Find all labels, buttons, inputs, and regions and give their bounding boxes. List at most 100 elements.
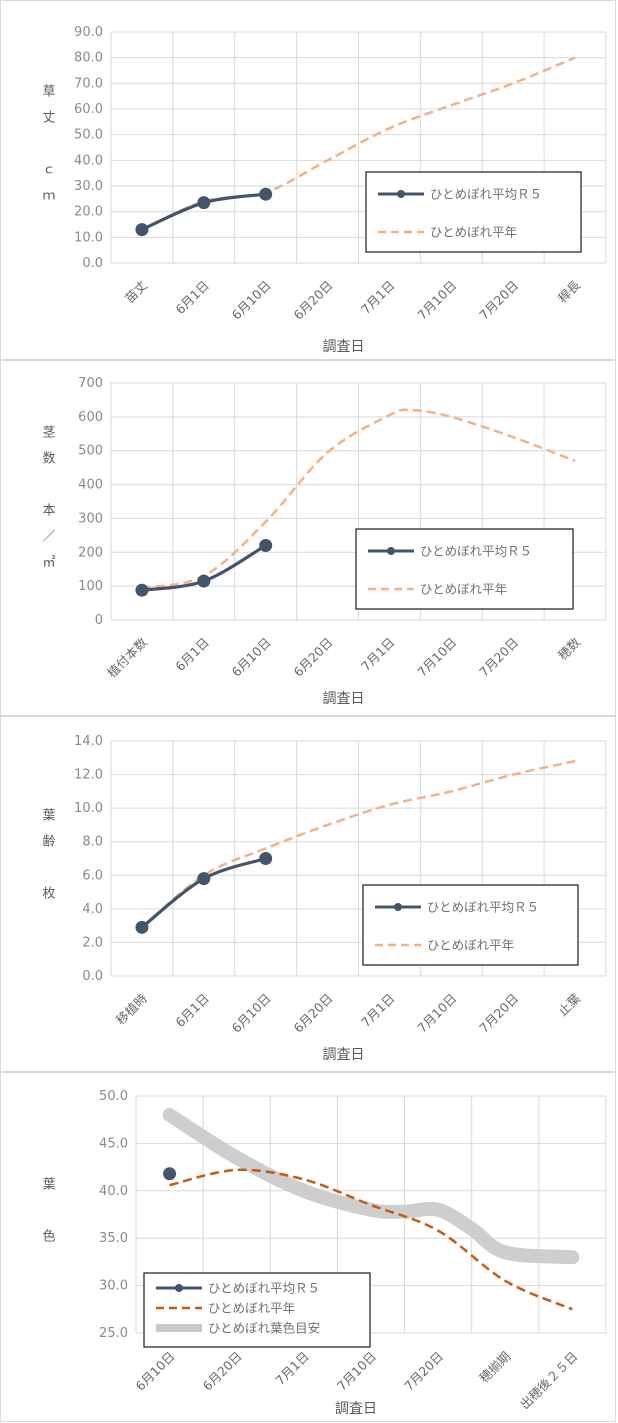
- y-axis-label-char: ｃ: [42, 163, 55, 178]
- y-axis-label-char: ｍ: [42, 189, 55, 204]
- x-tick-label: 7月10日: [414, 991, 459, 1036]
- series-line-average-year: [169, 1168, 573, 1311]
- x-axis-title: 調査日: [323, 1047, 365, 1063]
- y-axis-label-char: 色: [42, 1229, 55, 1245]
- y-axis-label-char: 葉: [42, 809, 55, 824]
- y-tick-label: 30.0: [74, 179, 103, 194]
- series-line-average-year: [141, 759, 576, 929]
- x-tick-label: 稈長: [555, 277, 584, 306]
- x-axis-title: 調査日: [323, 691, 365, 707]
- y-axis-label-char: 丈: [42, 111, 55, 126]
- y-tick-label: 0.0: [82, 256, 103, 271]
- y-axis-label-char: 草: [42, 85, 55, 100]
- legend-label: ひとめぼれ平均Ｒ５: [208, 1281, 320, 1296]
- x-tick-label: 7月20日: [476, 991, 521, 1036]
- legend-label: ひとめぼれ平年: [208, 1301, 295, 1316]
- y-tick-label: 8.0: [82, 835, 103, 850]
- y-axis-label-char: 茎: [42, 426, 55, 441]
- y-tick-label: 700: [78, 376, 103, 391]
- y-tick-label: 40.0: [99, 1184, 128, 1199]
- tiller-count-chart: 0 100 200 300 400 500 600 700 植付本数 6月1日 6月10日 6月20日…: [42, 376, 607, 707]
- plant-height-chart: 0.0 10.0 20.0 30.0 40.0 50.0 60.0 70.0 80.0 90.0 苗…: [42, 25, 607, 355]
- y-tick-label: 20.0: [74, 205, 103, 220]
- data-point-r5-average: [135, 920, 149, 934]
- leaf-color-chart: 25.0 30.0 35.0 40.0 45.0 50.0 6月10日 6月20日 7月1日 7月…: [42, 1089, 607, 1417]
- y-tick-label: 200: [78, 545, 103, 560]
- x-tick-label: 7月1日: [272, 1349, 312, 1389]
- data-point-r5-average: [259, 539, 273, 553]
- x-tick-label: 6月10日: [133, 1349, 178, 1394]
- plant-height-chart-panel: 0.0 10.0 20.0 30.0 40.0 50.0 60.0 70.0 80.0 90.0 苗…: [0, 0, 616, 360]
- legend-marker: [394, 903, 402, 911]
- y-axis-label-char: 齢: [42, 835, 55, 850]
- legend-marker: [175, 1284, 183, 1292]
- x-tick-label: 6月20日: [291, 635, 336, 680]
- y-tick-label: 60.0: [74, 102, 103, 117]
- y-axis-label-char: 葉: [42, 1178, 55, 1193]
- y-tick-label: 40.0: [74, 153, 103, 168]
- y-tick-label: 600: [78, 410, 103, 425]
- y-tick-label: 10.0: [74, 230, 103, 245]
- leaf-color-chart-panel: 25.0 30.0 35.0 40.0 45.0 50.0 6月10日 6月20日 7月1日 7月…: [0, 1072, 616, 1422]
- y-tick-label: 4.0: [82, 902, 103, 917]
- legend-label: ひとめぼれ平年: [430, 225, 517, 240]
- x-tick-label: 出穂後２５日: [517, 1349, 581, 1413]
- leaf-age-chart: 0.0 2.0 4.0 6.0 8.0 10.0 12.0 14.0 移植時 6月1日 6月10日 6…: [42, 734, 607, 1063]
- x-axis-title: 調査日: [335, 1401, 377, 1417]
- y-tick-label: 300: [78, 511, 103, 526]
- y-tick-label: 70.0: [74, 76, 103, 91]
- y-axis-label-char: ㎡: [42, 556, 55, 571]
- legend-label: ひとめぼれ平均Ｒ５: [427, 900, 539, 915]
- legend-label: ひとめぼれ平年: [420, 582, 507, 597]
- x-axis-title: 調査日: [323, 339, 365, 355]
- x-tick-label: 7月20日: [476, 635, 521, 680]
- x-tick-label: 7月1日: [358, 635, 398, 675]
- legend-box: [365, 171, 582, 253]
- x-tick-label: 7月10日: [414, 278, 459, 323]
- series-line-leaf-color-guide: [162, 1108, 580, 1265]
- x-tick-label: 7月10日: [414, 635, 459, 680]
- x-tick-label: 移植時: [113, 990, 150, 1027]
- data-point-r5-average: [259, 187, 273, 201]
- leaf-age-chart-panel: 0.0 2.0 4.0 6.0 8.0 10.0 12.0 14.0 移植時 6月1日 6月10日 6…: [0, 716, 616, 1072]
- x-tick-label: 苗丈: [122, 278, 150, 306]
- y-tick-label: 100: [78, 579, 103, 594]
- x-tick-label: 7月1日: [358, 991, 398, 1031]
- legend-marker: [387, 547, 395, 555]
- legend-label: ひとめぼれ平均Ｒ５: [430, 187, 542, 202]
- y-axis-label-char: 本: [42, 504, 55, 519]
- x-tick-label: 6月1日: [172, 635, 212, 675]
- x-tick-label: 7月20日: [476, 278, 521, 323]
- series-line-r5-average: [140, 856, 267, 929]
- y-tick-label: 0: [95, 613, 103, 628]
- y-tick-label: 2.0: [82, 935, 103, 950]
- y-tick-label: 35.0: [99, 1231, 128, 1246]
- x-tick-label: 7月10日: [334, 1349, 379, 1394]
- x-tick-label: 6月1日: [172, 278, 212, 318]
- y-tick-label: 25.0: [99, 1326, 128, 1341]
- legend-box: [362, 884, 579, 966]
- legend-label: ひとめぼれ平均Ｒ５: [420, 544, 532, 559]
- y-tick-label: 10.0: [74, 801, 103, 816]
- y-axis-label-char: 数: [42, 452, 55, 467]
- legend-box: [355, 528, 574, 610]
- x-tick-label: 6月10日: [229, 278, 274, 323]
- y-tick-label: 12.0: [74, 768, 103, 783]
- x-tick-label: 6月1日: [172, 991, 212, 1031]
- legend-marker: [397, 190, 405, 198]
- y-axis-label-char: 枚: [42, 887, 55, 902]
- x-tick-label: 6月10日: [229, 635, 274, 680]
- data-point-r5-average: [259, 852, 273, 865]
- x-tick-label: 6月20日: [291, 278, 336, 323]
- y-tick-label: 0.0: [82, 969, 103, 984]
- data-point-r5-average: [197, 872, 211, 886]
- tiller-count-chart-panel: 0 100 200 300 400 500 600 700 植付本数 6月1日 6月10日 6月20日…: [0, 360, 616, 716]
- data-point-r5-average: [135, 583, 149, 597]
- x-tick-label: 6月20日: [291, 991, 336, 1036]
- legend-label: ひとめぼれ平年: [427, 938, 514, 953]
- y-tick-label: 500: [78, 444, 103, 459]
- data-point-r5-average: [197, 196, 211, 210]
- y-tick-label: 80.0: [74, 51, 103, 66]
- x-tick-label: 6月10日: [229, 991, 274, 1036]
- legend-label: ひとめぼれ葉色目安: [208, 1321, 320, 1336]
